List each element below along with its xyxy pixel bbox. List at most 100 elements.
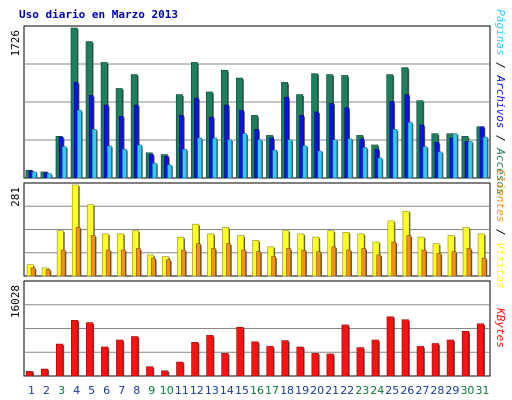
bar-fill: [196, 243, 201, 277]
day-label: 19: [295, 384, 309, 397]
visits-bar-clientes: [181, 249, 187, 277]
visits-bar-clientes: [241, 249, 247, 277]
bar-fill: [120, 249, 126, 277]
bar-fill: [266, 346, 274, 377]
bar-fill: [182, 149, 187, 179]
hits-bar-pginas: [92, 129, 98, 179]
bar-fill: [287, 139, 293, 179]
bar-fill: [371, 339, 379, 377]
kbytes-bar-kbytes: [386, 316, 395, 377]
day-axis: 1 2 3 4 5 6 7 8 9 10 11 12 13 14 15 16 17 18 19 20 21 22 23 24 2…: [28, 384, 489, 397]
bar-fill: [467, 141, 473, 179]
bar-fill: [296, 346, 304, 377]
kbytes-bar-kbytes: [296, 346, 305, 377]
hits-bar-pginas: [152, 162, 158, 179]
visits-legend-part: /: [494, 222, 507, 242]
day-label: 2: [43, 384, 50, 397]
kbytes-bar-kbytes: [341, 324, 350, 377]
bar-fill: [341, 324, 349, 377]
bar-fill: [61, 146, 67, 179]
bar-fill: [116, 339, 124, 377]
visits-bar-clientes: [271, 256, 277, 277]
hits-bar-archivos: [103, 104, 110, 179]
bar-fill: [256, 251, 261, 277]
visits-legend-part: Visitas: [494, 242, 507, 288]
day-label: 5: [88, 384, 95, 397]
bar-fill: [477, 233, 485, 277]
bar-fill: [118, 115, 124, 179]
day-label: 4: [73, 384, 80, 397]
bar-fill: [101, 346, 109, 377]
kbytes-max-label: 16028: [9, 285, 22, 318]
kbytes-bar-kbytes: [221, 353, 230, 377]
bar-fill: [452, 133, 458, 179]
kbytes-bar-kbytes: [461, 331, 470, 377]
day-label: 31: [475, 384, 489, 397]
visits-bar-clientes: [75, 227, 82, 277]
hits-bar-pginas: [287, 139, 294, 179]
hits-bar-pginas: [392, 129, 399, 179]
visits-bar-clientes: [451, 251, 458, 277]
hits-bar-pginas: [437, 151, 444, 179]
bar-fill: [191, 342, 199, 377]
bar-fill: [45, 269, 51, 277]
panel-kbytes: 16028: [9, 280, 491, 377]
bar-fill: [361, 248, 367, 277]
day-label: 11: [175, 384, 189, 397]
visits-bar-clientes: [376, 254, 383, 277]
visits-bar-clientes: [60, 249, 67, 277]
visits-bar-clientes: [481, 257, 488, 277]
day-label: 17: [265, 384, 279, 397]
bar-fill: [386, 316, 394, 377]
hits-bar-pginas: [407, 122, 414, 179]
visits-bar-clientes: [406, 235, 413, 277]
bar-fill: [40, 368, 49, 377]
bar-fill: [314, 111, 320, 179]
visits-bar-clientes: [466, 248, 473, 277]
hits-legend: Páginas / Archivos / Accesos: [494, 9, 507, 194]
bar-fill: [242, 133, 248, 179]
hits-bar-pginas: [242, 133, 248, 179]
visits-bar-clientes: [421, 249, 428, 277]
bar-fill: [461, 331, 470, 377]
bar-fill: [422, 146, 428, 179]
day-label: 3: [58, 384, 65, 397]
hits-bar-pginas: [362, 147, 369, 179]
kbytes-bar-kbytes: [266, 346, 275, 377]
bar-fill: [347, 138, 353, 179]
bar-fill: [331, 246, 337, 277]
hits-bar-pginas: [482, 136, 489, 179]
bar-fill: [301, 249, 306, 277]
hits-bar-archivos: [179, 115, 185, 179]
visits-bar-visitas: [477, 233, 486, 277]
visits-bar-clientes: [166, 259, 172, 277]
kbytes-bar-kbytes: [40, 368, 50, 377]
bar-fill: [451, 251, 457, 277]
hits-bar-pginas: [137, 144, 143, 179]
bar-fill: [150, 257, 156, 277]
kbytes-bar-kbytes: [131, 336, 140, 377]
bar-fill: [227, 139, 232, 179]
hits-bar-pginas: [46, 173, 53, 179]
day-label: 21: [325, 384, 339, 397]
hits-legend-part: Accesos: [494, 147, 507, 194]
bar-fill: [31, 171, 37, 179]
visits-bar-clientes: [391, 241, 398, 277]
day-label: 9: [148, 384, 155, 397]
hits-bar-pginas: [61, 146, 68, 179]
hits-bar-pginas: [422, 146, 429, 179]
bar-fill: [401, 319, 409, 377]
bar-fill: [391, 241, 397, 277]
kbytes-bar-kbytes: [86, 322, 95, 377]
hits-bar-pginas: [317, 150, 324, 179]
day-label: 25: [385, 384, 399, 397]
bar-fill: [431, 343, 439, 377]
day-label: 22: [340, 384, 354, 397]
hits-max-label: 1726: [9, 30, 22, 57]
visits-bar-clientes: [120, 249, 127, 277]
bar-fill: [437, 151, 443, 179]
visits-bar-clientes: [90, 235, 97, 277]
panel-visits: 281: [9, 182, 491, 277]
bar-fill: [271, 256, 276, 277]
bar-fill: [181, 249, 186, 277]
